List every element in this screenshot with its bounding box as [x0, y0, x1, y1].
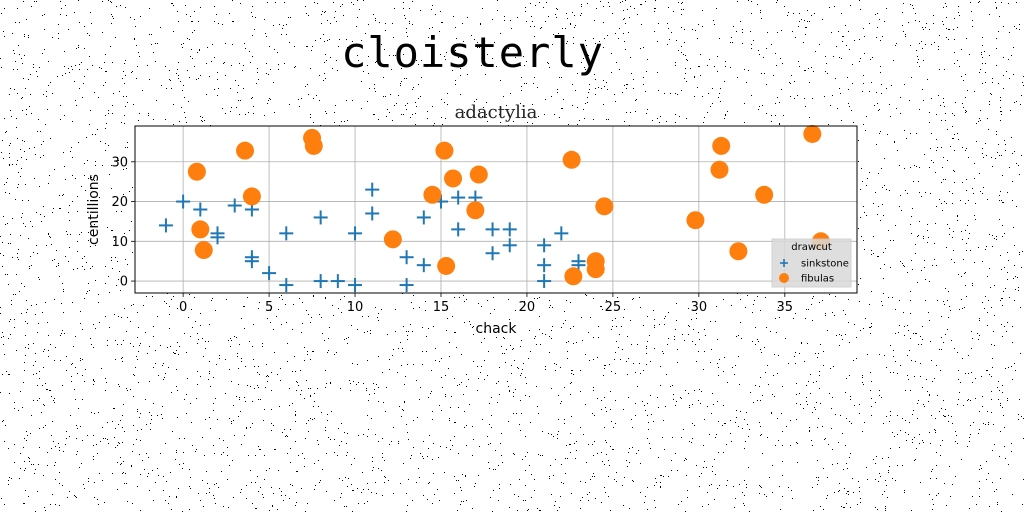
sinkstone-point: [537, 238, 552, 253]
legend-marker-sinkstone: [780, 259, 788, 267]
fibulas-point: [242, 187, 261, 206]
fibulas-point: [564, 267, 583, 286]
sinkstone-point: [502, 222, 517, 237]
fibulas-point: [304, 136, 323, 155]
x-axis-label: chack: [476, 321, 518, 337]
legend-label-fibulas: fibulas: [801, 274, 834, 285]
fibulas-point: [686, 211, 705, 230]
x-tick-label: 25: [605, 300, 622, 315]
sinkstone-point: [176, 194, 191, 209]
sinkstone-point: [158, 218, 173, 233]
fibulas-point: [562, 150, 581, 169]
sinkstone-point: [416, 258, 431, 273]
x-tick-label: 35: [777, 300, 794, 315]
fibulas-point: [383, 230, 402, 249]
sinkstone-point: [210, 230, 225, 245]
sinkstone-point: [451, 190, 466, 205]
fibulas-point: [712, 136, 731, 155]
ticks: 0 5 10 15 20 25 30 35 0 10 20 30: [111, 155, 793, 315]
x-tick-label: 15: [433, 300, 450, 315]
fibulas-point: [586, 260, 605, 279]
sinkstone-point: [313, 274, 328, 289]
plot-frame: [134, 125, 858, 294]
sinkstone-point: [279, 278, 294, 293]
sinkstone-point: [399, 278, 414, 293]
fibulas-point: [194, 241, 213, 260]
sinkstone-point: [279, 226, 294, 241]
sinkstone-point: [365, 206, 380, 221]
sinkstone-point: [313, 210, 328, 225]
fibulas-point: [466, 201, 485, 220]
sinkstone-point: [554, 226, 569, 241]
sinkstone-point: [262, 266, 277, 281]
sinkstone-point: [537, 258, 552, 273]
y-axis-label: centillions: [86, 174, 102, 245]
fibulas-point: [755, 185, 774, 204]
x-tick-label: 20: [519, 300, 536, 315]
x-tick-label: 30: [691, 300, 708, 315]
fibulas-point: [236, 141, 255, 160]
fibulas-point: [729, 242, 748, 261]
legend-title: drawcut: [791, 242, 832, 253]
chart-title: adactylia: [455, 102, 538, 123]
legend-label-sinkstone: sinkstone: [801, 259, 849, 270]
sinkstone-point: [399, 250, 414, 265]
sinkstone-point: [485, 246, 500, 261]
legend-items: sinkstone fibulas: [779, 259, 849, 285]
sinkstone-point: [502, 238, 517, 253]
fibulas-point: [191, 220, 210, 239]
fibulas-point: [435, 141, 454, 160]
fibulas-point: [423, 185, 442, 204]
fibulas-point: [187, 162, 206, 181]
sinkstone-point: [330, 274, 345, 289]
y-tick-label: 10: [111, 235, 128, 250]
fibulas-point: [803, 124, 822, 143]
legend: drawcut sinkstone fibulas: [771, 238, 852, 288]
sinkstone-point: [227, 198, 242, 213]
fibulas-point: [469, 165, 488, 184]
sinkstone-point: [193, 202, 208, 217]
sinkstone-point: [244, 254, 259, 269]
x-tick-label: 10: [347, 300, 364, 315]
sinkstone-point: [348, 278, 363, 293]
x-tick-label: 5: [265, 300, 273, 315]
x-tick-label: 0: [179, 300, 187, 315]
fibulas-point: [595, 197, 614, 216]
sinkstone-point: [348, 226, 363, 241]
data-points: [158, 124, 830, 293]
y-tick-label: 0: [120, 275, 128, 290]
figure-title: cloisterly: [341, 28, 604, 77]
y-tick-label: 20: [111, 195, 128, 210]
legend-marker-fibulas: [779, 273, 789, 283]
sinkstone-point: [365, 182, 380, 197]
y-tick-label: 30: [111, 155, 128, 170]
sinkstone-point: [416, 210, 431, 225]
fibulas-point: [437, 256, 456, 275]
sinkstone-point: [537, 274, 552, 289]
sinkstone-point: [451, 222, 466, 237]
fibulas-point: [444, 169, 463, 188]
fibulas-point: [710, 160, 729, 179]
sinkstone-point: [485, 222, 500, 237]
